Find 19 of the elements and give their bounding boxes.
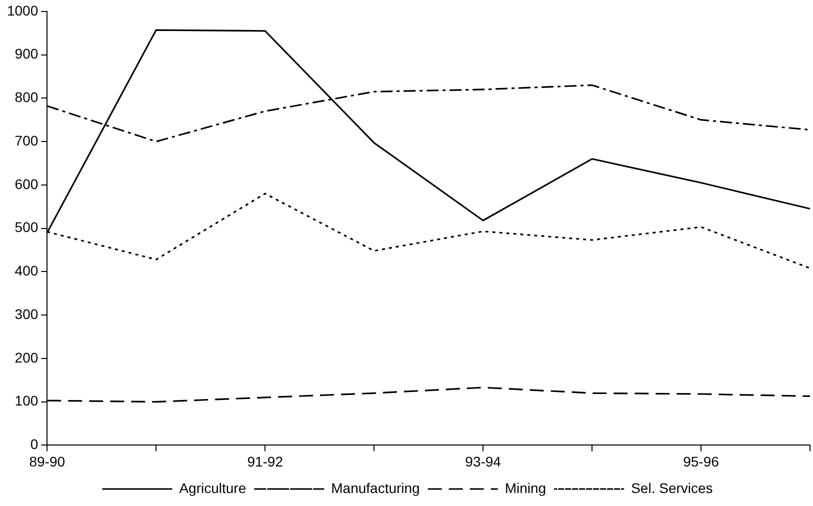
y-tick-label: 0 <box>30 436 38 452</box>
y-tick-label: 700 <box>14 132 38 148</box>
y-tick-label: 600 <box>14 176 38 192</box>
y-tick-label: 100 <box>14 392 38 409</box>
x-tick-label: 91-92 <box>247 453 284 470</box>
legend-label: Sel. Services <box>631 480 713 496</box>
y-tick-label: 900 <box>14 46 38 62</box>
y-tick-label: 200 <box>14 349 38 366</box>
y-tick-label: 800 <box>14 89 38 106</box>
y-tick-label: 400 <box>14 262 38 279</box>
y-tick-label: 500 <box>14 219 38 236</box>
x-tick-label: 89-90 <box>29 453 66 470</box>
y-tick-label: 1000 <box>6 2 38 18</box>
legend-label: Manufacturing <box>331 480 420 496</box>
legend-label: Mining <box>504 480 546 496</box>
y-tick-label: 300 <box>14 306 38 322</box>
x-tick-label: 95-96 <box>683 453 720 470</box>
legend-label: Agriculture <box>179 480 246 496</box>
x-tick-label: 93-94 <box>465 453 502 470</box>
